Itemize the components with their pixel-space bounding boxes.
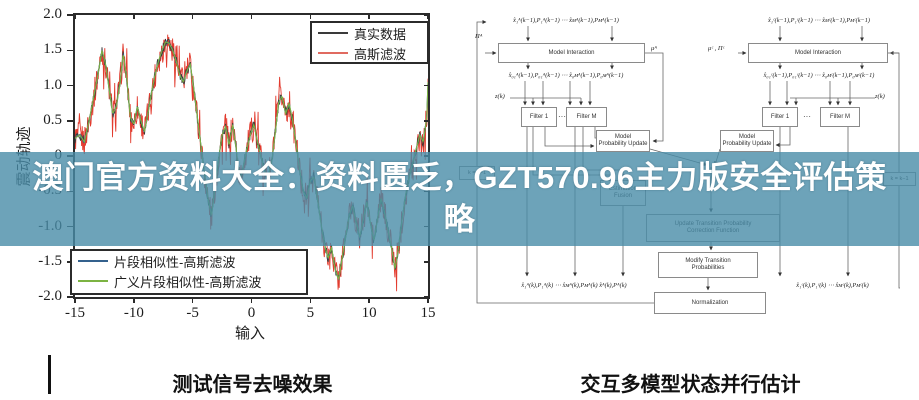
filterM-label: Filter M — [830, 113, 850, 120]
legend-label: 片段相似性-高斯滤波 — [114, 254, 236, 270]
caption-right: 交互多模型状态并行估计 — [580, 374, 801, 396]
model-interaction-box-c: Model Interaction — [748, 43, 888, 63]
x-tick-mark-top — [133, 15, 135, 19]
formula-a-mixed: x̂₀₁ᴬ(k−1),P₀₁ᴬ(k−1) ⋯ x̂₀ᴍᴬ(k−1),P₀ᴍᴬ(k… — [508, 72, 624, 79]
formula-c-output: x̂₁ᶜ(k),P₁ᶜ(k) ⋯ x̂ᴍᶜ(k),Pᴍᶜ(k) — [796, 282, 869, 289]
x-tick-mark — [133, 297, 135, 303]
y-tick-mark — [67, 296, 73, 298]
legend-item-gaussian: 高斯滤波 — [312, 43, 427, 63]
mpu-label-1: Model — [738, 134, 756, 140]
formula-a-output: x̂₁ᴬ(k),P₁ᴬ(k) ⋯ x̂ᴍᴬ(k),Pᴍᴬ(k) x̂ᴬ(k),P… — [521, 282, 627, 289]
label-mu-a: μᴬ — [651, 45, 657, 52]
legend-top: 真实数据 高斯滤波 — [310, 21, 429, 64]
y-tick-label: 2.0 — [43, 6, 62, 22]
mtp-label-1: Modify Transition — [685, 258, 731, 264]
y-tick-label: 0.5 — [43, 111, 62, 128]
x-tick-mark-top — [191, 15, 194, 19]
filterM-box-c: Filter M — [820, 107, 860, 127]
caption-divider-bar — [48, 355, 51, 394]
filter1-box-a: Filter 1 — [521, 107, 557, 127]
x-tick-label: 10 — [361, 305, 377, 321]
filter1-box-c: Filter 1 — [762, 107, 798, 127]
mtp-label-2: Probabilities — [691, 265, 725, 271]
formula-a-prior: x̂₁ᴬ(k−1),P₁ᴬ(k−1) ⋯ x̂ᴍᴬ(k−1),Pᴍᴬ(k−1) — [513, 17, 619, 24]
gaussian-line-swatch — [318, 52, 348, 54]
x-tick-label: 15 — [420, 305, 436, 321]
label-zk-c: z(k) — [875, 93, 885, 100]
x-tick-mark-top — [368, 15, 370, 19]
model-probability-update-box-a: Model Probability Update — [596, 130, 650, 152]
x-tick-mark-top — [309, 15, 312, 19]
legend-label: 广义片段相似性-高斯滤波 — [114, 274, 262, 290]
y-tick-label: 1.0 — [43, 76, 62, 93]
y-tick-mark-right — [424, 120, 428, 122]
normalization-box: Normalization — [654, 292, 766, 314]
ellipsis: ··· — [558, 112, 566, 121]
y-tick-mark-right — [424, 261, 428, 263]
label-mu-pi-c: μᶜ , Πᶜ — [708, 45, 725, 52]
x-tick-label: -15 — [65, 305, 85, 321]
caption-left: 测试信号去噪效果 — [172, 374, 333, 396]
y-tick-mark — [67, 49, 73, 51]
banner-text-line1: 澳门官方资料大全：资料匮乏，GZT570.96主力版安全评估策 — [32, 160, 887, 195]
model-interaction-label: Model Interaction — [794, 49, 842, 56]
y-tick-mark-right — [424, 84, 428, 87]
filterM-box-a: Filter M — [566, 107, 607, 127]
x-tick-mark-top — [427, 15, 429, 19]
real-data-line-swatch — [318, 32, 348, 34]
model-interaction-box-a: Model Interaction — [498, 43, 645, 63]
x-tick-label: 5 — [306, 305, 315, 321]
generalized-segment-similarity-line-swatch — [78, 280, 108, 282]
label-pi-a: Πᴬ — [475, 33, 483, 40]
x-axis-title: 输入 — [234, 325, 265, 342]
legend-label: 高斯滤波 — [354, 46, 407, 62]
legend-bottom: 片段相似性-高斯滤波 广义片段相似性-高斯滤波 — [70, 249, 308, 295]
label-zk-a: z(k) — [495, 93, 505, 100]
legend-item-real-data: 真实数据 — [312, 23, 427, 43]
x-tick-mark — [309, 297, 312, 303]
y-tick-mark — [67, 84, 73, 87]
y-tick-label: 1.5 — [43, 41, 62, 58]
x-tick-mark — [427, 297, 429, 303]
segment-similarity-line-swatch — [78, 260, 108, 262]
legend-item-segment-similarity: 片段相似性-高斯滤波 — [72, 251, 306, 271]
x-tick-label: -5 — [186, 305, 199, 321]
x-tick-label: -10 — [123, 305, 144, 321]
y-tick-label: -1.5 — [38, 252, 62, 269]
mpu-label-1: Model — [614, 134, 632, 140]
filter1-label: Filter 1 — [770, 113, 790, 120]
y-tick-mark — [67, 14, 73, 16]
legend-label: 真实数据 — [354, 26, 407, 42]
x-tick-mark — [368, 297, 370, 303]
formula-c-mixed: x̂₀₁ᶜ(k−1),P₀₁ᶜ(k−1) ⋯ x̂₀ᴍᶜ(k−1),P₀ᴍᶜ(k… — [763, 72, 875, 79]
x-tick-mark-top — [250, 15, 253, 19]
y-tick-mark — [67, 120, 73, 122]
x-tick-mark-top — [74, 15, 76, 19]
mpu-label-2: Probability Update — [722, 141, 772, 147]
legend-item-generalized-segment-similarity: 广义片段相似性-高斯滤波 — [72, 271, 306, 291]
model-interaction-label: Model Interaction — [548, 49, 595, 56]
banner-text-line2: 略 — [443, 202, 476, 237]
y-tick-label: -2.0 — [38, 288, 62, 304]
formula-c-prior: x̂₁ᶜ(k−1),P₁ᶜ(k−1) ⋯ x̂ᴍᶜ(k−1),Pᴍᶜ(k−1) — [768, 17, 870, 24]
x-tick-mark — [250, 297, 253, 303]
x-tick-mark — [74, 297, 76, 303]
y-tick-mark-right — [424, 296, 428, 298]
filter1-label: Filter 1 — [529, 113, 549, 120]
filterM-label: Filter M — [576, 113, 597, 120]
x-tick-mark — [191, 297, 194, 303]
model-probability-update-box-c: Model Probability Update — [720, 130, 774, 152]
y-tick-mark-right — [424, 14, 428, 16]
x-tick-label: 0 — [247, 305, 256, 321]
modify-transition-probabilities-box: Modify Transition Probabilities — [658, 252, 758, 278]
mpu-label-2: Probability Update — [598, 141, 648, 147]
watermark-banner: 澳门官方资料大全：资料匮乏，GZT570.96主力版安全评估策 略 — [0, 152, 919, 246]
ellipsis: ··· — [803, 112, 811, 121]
normalization-label: Normalization — [691, 299, 729, 306]
